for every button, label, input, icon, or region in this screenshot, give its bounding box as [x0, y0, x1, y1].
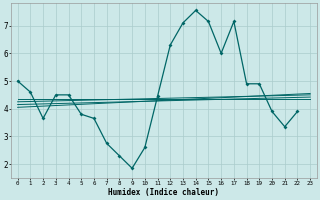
- X-axis label: Humidex (Indice chaleur): Humidex (Indice chaleur): [108, 188, 220, 197]
